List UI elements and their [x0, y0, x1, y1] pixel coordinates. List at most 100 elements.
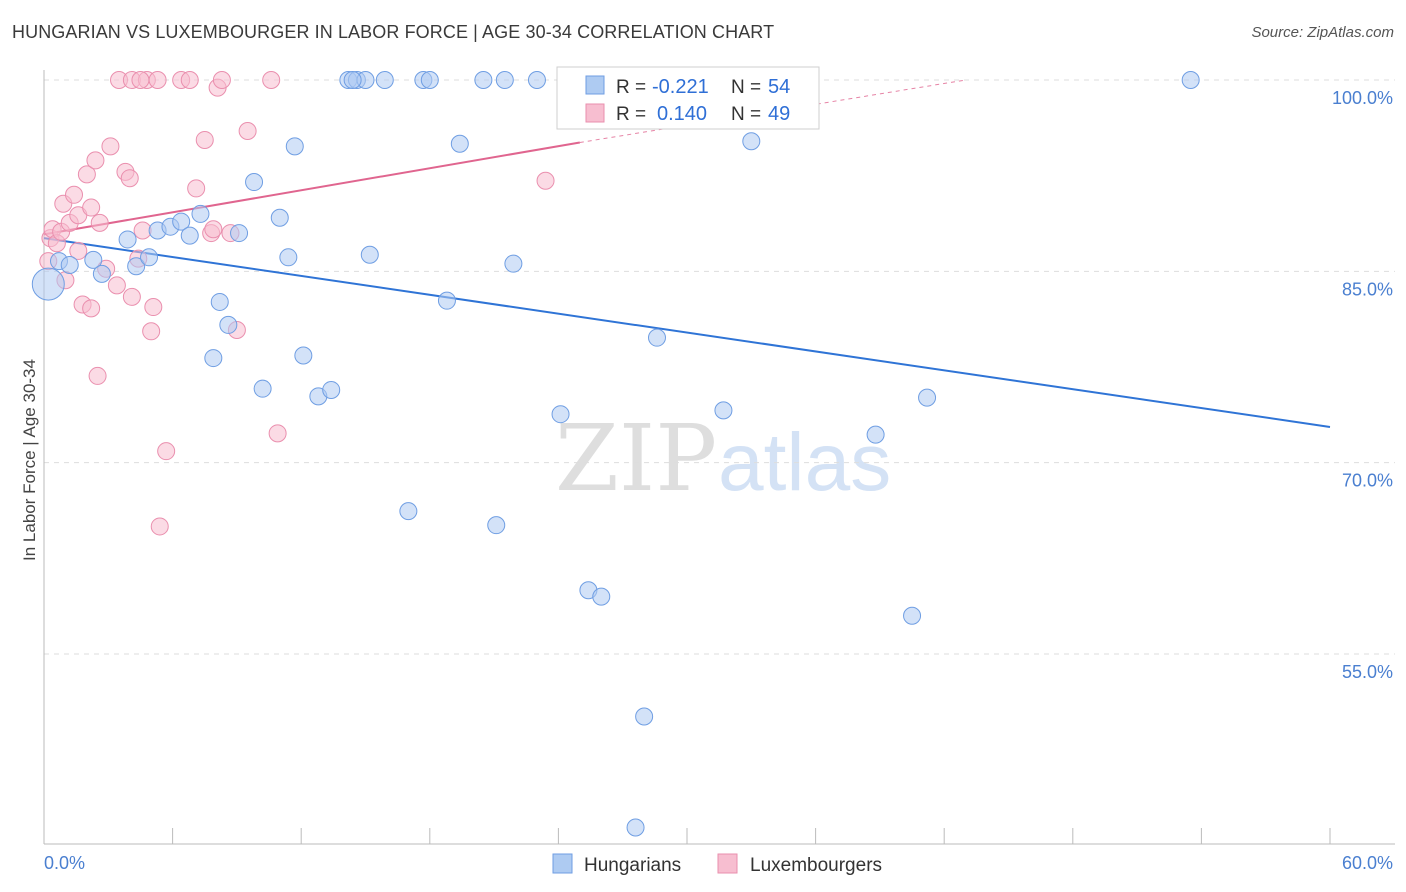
legend-n-label-hungarians: N = — [731, 77, 761, 98]
point-hungarians-16 — [230, 224, 249, 243]
point-hungarians-36 — [495, 71, 514, 89]
point-luxembourgers-39 — [204, 220, 223, 239]
point-hungarians-20 — [279, 248, 298, 267]
point-hungarians-0 — [31, 267, 65, 301]
legend-swatch-hungarians — [585, 75, 605, 95]
point-hungarians-41 — [592, 587, 611, 606]
bottom-legend-label-hungarians: Hungarians — [584, 855, 681, 876]
point-hungarians-30 — [399, 502, 418, 521]
point-luxembourgers-13 — [82, 198, 101, 217]
point-hungarians-50 — [635, 707, 654, 726]
point-luxembourgers-48 — [131, 71, 150, 89]
x-tick-label-1: 60.0% — [1342, 853, 1393, 873]
legend-r-value-luxembourgers: 0.140 — [657, 103, 707, 125]
point-hungarians-32 — [420, 71, 439, 89]
x-tick-label-0: 0.0% — [44, 853, 85, 873]
point-luxembourgers-22 — [120, 169, 139, 188]
point-luxembourgers-41 — [212, 71, 231, 89]
watermark-zip: ZIP — [555, 405, 717, 512]
point-hungarians-52 — [343, 71, 362, 89]
point-hungarians-42 — [647, 328, 666, 347]
point-luxembourgers-17 — [88, 366, 107, 385]
legend-r-label-hungarians: R = — [616, 77, 646, 98]
point-luxembourgers-28 — [150, 517, 169, 536]
y-axis-label: In Labor Force | Age 30-34 — [20, 359, 39, 561]
bottom-legend-label-luxembourgers: Luxembourgers — [750, 855, 882, 876]
point-luxembourgers-8 — [65, 185, 84, 204]
point-hungarians-24 — [322, 380, 341, 399]
point-luxembourgers-44 — [238, 122, 257, 141]
bottom-legend: Hungarians Luxembourgers — [552, 853, 882, 876]
point-hungarians-18 — [253, 379, 272, 398]
point-hungarians-53 — [474, 71, 493, 89]
trend-lines — [43, 79, 1331, 428]
legend-swatch-luxembourgers — [585, 103, 605, 123]
point-luxembourgers-20 — [107, 276, 126, 295]
point-hungarians-11 — [180, 226, 199, 245]
point-luxembourgers-12 — [77, 165, 96, 184]
point-hungarians-49 — [1181, 71, 1200, 89]
point-hungarians-47 — [903, 606, 922, 625]
point-hungarians-51 — [626, 818, 645, 837]
gridlines — [44, 79, 1395, 655]
point-hungarians-48 — [918, 388, 937, 407]
trend-line-hungarians — [43, 237, 1331, 428]
point-luxembourgers-45 — [262, 71, 281, 89]
point-hungarians-38 — [527, 71, 546, 89]
point-hungarians-7 — [140, 248, 159, 267]
point-luxembourgers-46 — [268, 424, 287, 443]
point-hungarians-44 — [714, 401, 733, 420]
point-hungarians-10 — [172, 212, 191, 231]
point-luxembourgers-15 — [82, 299, 101, 318]
point-hungarians-19 — [270, 208, 289, 227]
point-luxembourgers-10 — [69, 241, 88, 260]
trend-line-luxembourgers — [43, 141, 581, 236]
point-hungarians-33 — [437, 291, 456, 310]
point-hungarians-12 — [191, 204, 210, 223]
point-hungarians-17 — [245, 173, 264, 192]
bottom-legend-swatch-luxembourgers — [717, 853, 738, 874]
point-luxembourgers-36 — [187, 179, 206, 198]
point-luxembourgers-35 — [180, 71, 199, 89]
bottom-legend-swatch-hungarians — [552, 853, 573, 874]
point-hungarians-45 — [742, 132, 761, 151]
legend-n-value-hungarians: 54 — [768, 76, 790, 98]
tick-labels: 55.0% 70.0% 85.0% 100.0% 0.0% 60.0% — [44, 88, 1393, 873]
legend-r-label-luxembourgers: R = — [616, 104, 646, 125]
legend: R = -0.221 N = 54 R = 0.140 N = 49 — [556, 66, 820, 130]
point-luxembourgers-47 — [536, 171, 555, 190]
point-hungarians-28 — [360, 245, 379, 264]
point-luxembourgers-16 — [90, 213, 109, 232]
point-hungarians-4 — [92, 264, 111, 283]
point-luxembourgers-23 — [122, 287, 141, 306]
point-luxembourgers-33 — [148, 71, 167, 89]
legend-n-label-luxembourgers: N = — [731, 104, 761, 125]
point-hungarians-37 — [504, 254, 523, 273]
point-hungarians-2 — [60, 255, 79, 274]
legend-n-value-luxembourgers: 49 — [768, 103, 790, 125]
point-luxembourgers-29 — [157, 442, 176, 461]
y-tick-label-3: 100.0% — [1332, 88, 1393, 108]
point-luxembourgers-26 — [142, 322, 161, 341]
point-hungarians-39 — [551, 405, 570, 424]
point-luxembourgers-37 — [195, 130, 214, 149]
point-hungarians-15 — [219, 315, 238, 334]
y-tick-label-1: 70.0% — [1342, 471, 1393, 491]
source-label: Source: ZipAtlas.com — [1251, 24, 1394, 41]
point-hungarians-13 — [204, 349, 223, 368]
axes — [43, 70, 1395, 845]
point-hungarians-14 — [210, 292, 229, 311]
point-hungarians-21 — [285, 137, 304, 156]
point-hungarians-22 — [294, 346, 313, 365]
y-tick-label-2: 85.0% — [1342, 279, 1393, 299]
y-tick-label-0: 55.0% — [1342, 662, 1393, 682]
point-luxembourgers-14 — [86, 151, 105, 170]
point-hungarians-46 — [866, 425, 885, 444]
data-points — [31, 71, 1200, 837]
point-luxembourgers-25 — [133, 221, 152, 240]
point-hungarians-29 — [375, 71, 394, 89]
point-luxembourgers-27 — [144, 298, 163, 317]
legend-r-value-hungarians: -0.221 — [652, 76, 709, 98]
point-hungarians-5 — [118, 230, 137, 249]
